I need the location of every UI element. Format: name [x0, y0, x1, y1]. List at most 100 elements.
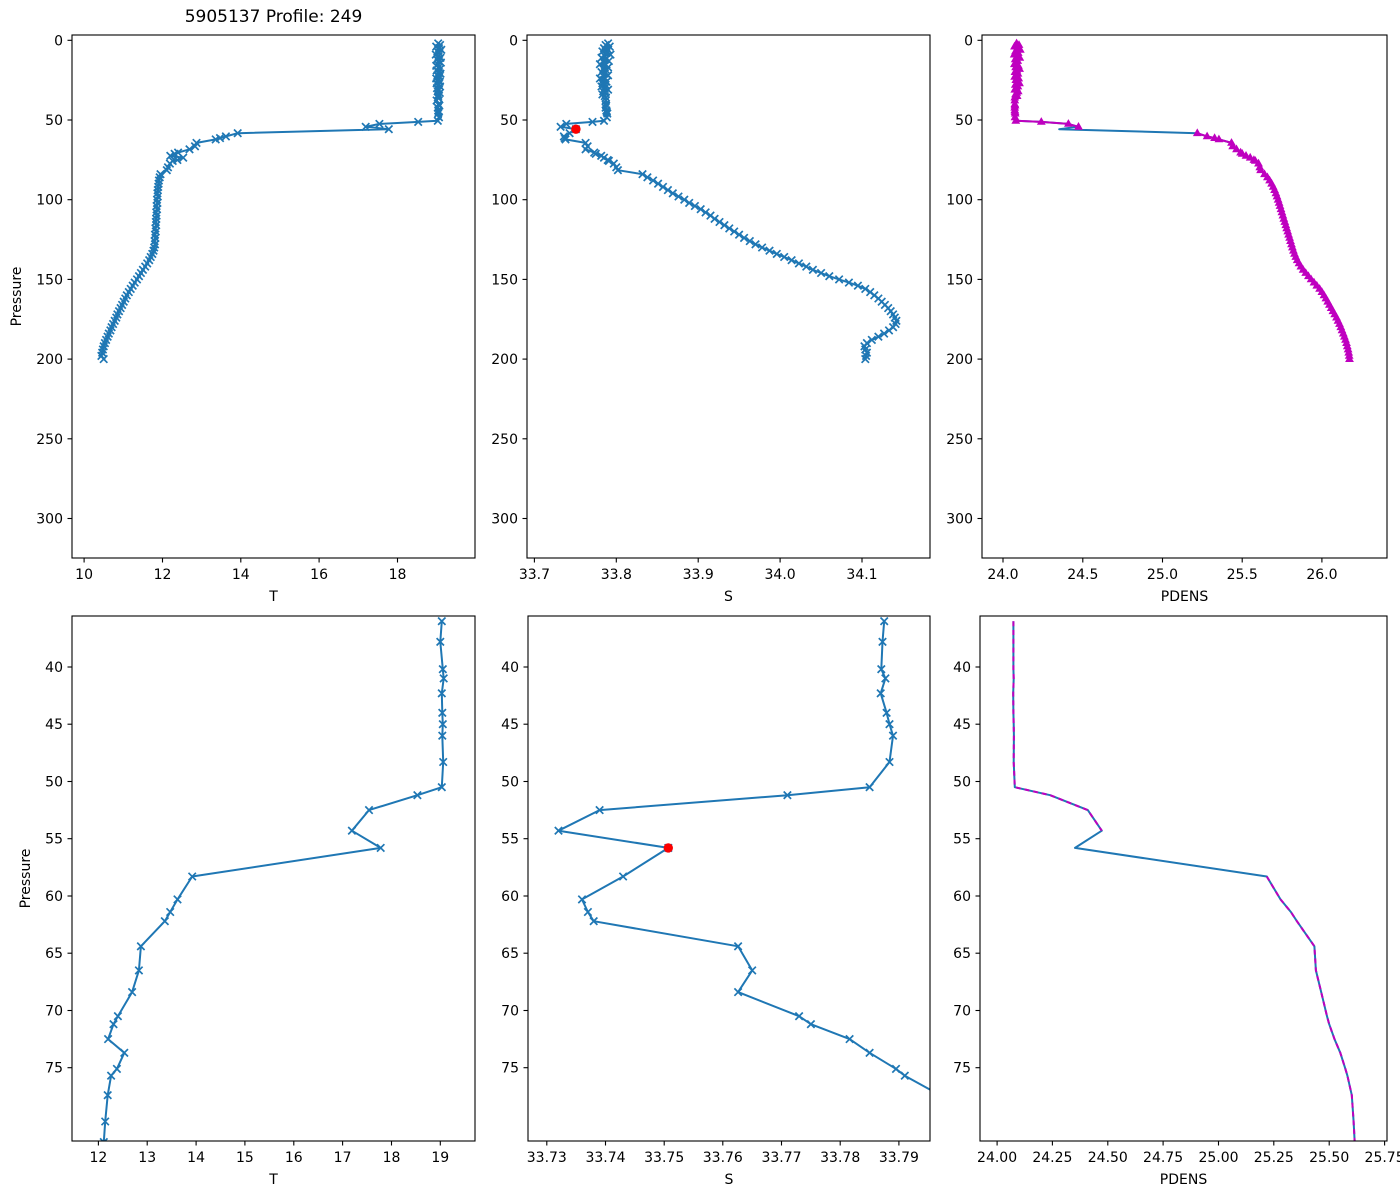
x-axis-label: PDENS — [1161, 589, 1209, 605]
x-tick-label: 16 — [285, 1150, 303, 1166]
triangle-marker — [1202, 131, 1212, 140]
x-marker — [106, 1071, 116, 1081]
y-tick-label: 45 — [45, 717, 63, 733]
x-tick-label: 13 — [138, 1150, 156, 1166]
y-tick-label: 50 — [955, 113, 973, 129]
x-tick-label: 25.00 — [1198, 1150, 1238, 1166]
chart-pdens-zoom: 24.00 24.25 24.50 24.75 25.00 25.25 25.50 25.75… — [953, 615, 1400, 1188]
x-marker — [583, 907, 593, 917]
triangle-marker — [1214, 134, 1224, 143]
x-tick-label: 24.00 — [977, 1150, 1017, 1166]
axes-box — [71, 34, 476, 559]
x-axis-label: S — [725, 1172, 734, 1188]
x-marker — [684, 198, 694, 208]
x-tick-label: 14 — [232, 567, 250, 583]
x-marker — [772, 249, 782, 259]
x-marker — [604, 156, 614, 166]
chart-temperature-zoom: 12 13 14 15 16 17 18 19 40 45 50 55 60 65 70 75 T Pressur… — [18, 615, 476, 1188]
chart-salinity-full: 33.7 33.8 33.9 34.0 34.1 0 50 100 150 200 250 300 S — [491, 33, 931, 605]
x-marker — [99, 354, 109, 364]
x-marker — [739, 233, 749, 243]
x-marker — [844, 278, 854, 287]
x-marker — [347, 826, 357, 836]
x-marker — [733, 987, 743, 997]
x-marker — [696, 204, 706, 214]
x-axis-label: T — [268, 589, 278, 605]
series-pdens-despiked-zoom — [1012, 621, 1356, 1141]
x-marker — [361, 122, 371, 132]
x-marker — [413, 790, 422, 800]
x-marker — [867, 335, 877, 345]
triangle-marker — [1074, 122, 1083, 130]
y-tick-label: 200 — [946, 352, 973, 368]
x-tick-label: 26.0 — [1306, 567, 1337, 583]
x-tick-label: 25.5 — [1227, 567, 1258, 583]
series-salinity-profile-zoom — [554, 616, 961, 1125]
x-marker — [794, 1011, 804, 1021]
y-tick-label: 50 — [45, 113, 63, 129]
x-tick-label: 24.50 — [1088, 1150, 1128, 1166]
x-marker — [648, 176, 658, 185]
x-marker — [783, 790, 792, 800]
x-tick-label: 25.0 — [1147, 567, 1178, 583]
x-tick-label: 33.78 — [820, 1150, 860, 1166]
y-tick-label: 65 — [953, 946, 971, 962]
x-marker — [733, 941, 743, 951]
y-tick-label: 75 — [501, 1061, 519, 1077]
x-marker — [173, 895, 182, 904]
x-tick-label: 12 — [154, 567, 172, 583]
x-marker — [561, 119, 571, 129]
triangle-marker — [1343, 344, 1353, 353]
y-tick-label: 250 — [36, 432, 63, 448]
x-marker — [103, 1034, 113, 1044]
series-pdens-profile-zoom — [1012, 621, 1356, 1141]
x-marker — [113, 1011, 123, 1021]
x-marker — [643, 172, 652, 182]
axes-box — [527, 615, 931, 1142]
x-tick-label: 25.75 — [1365, 1150, 1400, 1166]
x-marker — [653, 179, 663, 189]
x-marker — [554, 826, 563, 836]
x-tick-label: 16 — [310, 567, 328, 583]
x-marker — [794, 259, 804, 268]
x-marker — [561, 135, 570, 144]
x-marker — [954, 1118, 961, 1125]
y-tick-label: 40 — [45, 660, 63, 676]
axes-box — [981, 34, 1388, 559]
chart-salinity-zoom: 33.73 33.74 33.75 33.76 33.77 33.78 33.79 40 45 5… — [501, 615, 961, 1188]
series-temperature-profile-zoom — [99, 616, 449, 1141]
x-marker — [151, 208, 161, 217]
y-tick-label: 40 — [501, 660, 519, 676]
x-tick-label: 34.1 — [846, 567, 877, 583]
triangle-marker — [1064, 119, 1073, 127]
x-marker — [876, 688, 886, 698]
x-marker — [816, 268, 826, 278]
y-tick-label: 150 — [36, 272, 63, 288]
x-tick-label: 24.0 — [987, 567, 1018, 583]
x-marker — [690, 201, 700, 211]
y-tick-label: 60 — [45, 889, 63, 905]
x-marker — [556, 122, 565, 132]
x-marker — [865, 782, 874, 792]
x-marker — [233, 128, 243, 138]
x-marker — [384, 124, 394, 134]
x-marker — [439, 674, 449, 683]
y-tick-label: 75 — [953, 1061, 971, 1077]
triangle-marker — [1344, 347, 1354, 356]
x-marker — [779, 252, 789, 262]
x-marker — [618, 872, 628, 881]
x-marker — [581, 144, 590, 154]
axes-box — [979, 615, 1388, 1142]
triangle-marker — [1228, 141, 1238, 150]
x-marker — [860, 354, 870, 364]
x-marker — [658, 182, 668, 192]
y-tick-label: 65 — [501, 946, 519, 962]
x-marker — [438, 719, 448, 729]
x-axis-label: T — [268, 1172, 278, 1188]
x-marker — [190, 141, 200, 151]
x-marker — [376, 843, 386, 853]
x-marker — [745, 236, 755, 246]
x-marker — [874, 332, 883, 342]
x-tick-label: 10 — [75, 567, 93, 583]
x-marker — [221, 132, 231, 141]
